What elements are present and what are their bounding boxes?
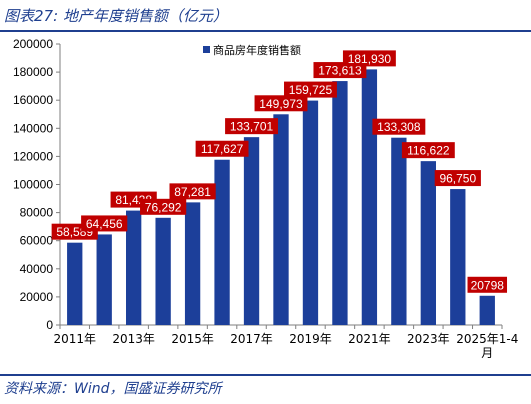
data-label-box [401,142,455,159]
data-label-box [342,50,396,67]
data-label-box [254,95,308,112]
bar-2023年 [420,161,436,325]
bar-2016年 [214,159,230,325]
data-label: 173,613 [318,64,362,78]
y-tick-label: 0 [46,318,53,332]
legend-label: 商品房年度销售额 [213,43,301,57]
bar-2012年 [96,234,112,325]
data-label: 149,973 [259,97,303,111]
y-tick-label: 40000 [20,262,54,276]
data-label-box [169,183,216,200]
bar-2017年 [243,137,260,325]
bar-2014年 [155,217,171,325]
x-tick-label: 2021年 [348,332,391,346]
source-note: 资料来源：Wind，国盛证券研究所 [4,381,222,397]
y-tick-label: 20000 [20,290,54,304]
bar-2011年 [67,242,83,325]
data-label: 117,627 [201,142,244,156]
y-tick-label: 200000 [13,37,53,51]
y-tick-label: 100000 [13,178,53,192]
data-label: 20798 [471,278,505,292]
y-tick-label: 160000 [13,93,53,107]
bar-2021年 [361,69,378,325]
bar-2015年 [184,202,201,325]
y-tick-label: 80000 [20,206,54,220]
x-tick-label: 2025年1-4 [456,332,518,346]
y-tick-label: 180000 [13,65,53,79]
y-tick-label: 140000 [13,121,53,135]
bar-2013年 [126,210,142,325]
bar-chart: 0 20000 40000 60000 80000 100000 120000 140000 1… [13,37,518,360]
y-tick-label: 60000 [20,234,54,248]
bar-2024年 [450,189,466,325]
data-label: 87,281 [174,185,211,199]
x-tick-label: 2013年 [112,332,155,346]
data-label: 64,456 [86,217,123,231]
x-tick-label: 2019年 [289,332,332,346]
data-label-box [434,170,481,187]
data-label: 133,701 [230,120,274,134]
x-tick-label: 2011年 [53,332,96,346]
source-divider [0,374,531,376]
x-tick-label: 月 [481,346,493,360]
data-label: 181,930 [348,52,392,66]
figure-title: 图表27: 地产年度销售额（亿元） [4,7,228,25]
data-label: 116,622 [407,144,450,158]
data-label: 76,292 [145,200,182,214]
data-label-box [195,140,249,157]
legend-swatch [203,46,210,53]
bar-2025年1-4月 [479,295,495,325]
data-label: 133,308 [377,120,421,134]
data-label-box [225,118,278,135]
x-tick-label: 2015年 [171,332,214,346]
title-divider [0,30,531,32]
bar-2018年 [273,114,289,325]
data-label-box [284,81,337,98]
data-label-box [467,276,508,293]
data-label-box [372,118,426,135]
data-label: 96,750 [439,172,476,186]
data-label: 159,725 [289,83,333,97]
bar-2019年 [302,100,319,326]
data-label-box [140,198,187,215]
chart-area: 0 20000 40000 60000 80000 100000 120000 140000 1… [0,34,531,372]
data-label-box [81,215,128,232]
bar-2020年 [332,81,348,325]
bar-2022年 [391,137,407,325]
y-tick-label: 120000 [13,149,53,163]
x-tick-label: 2017年 [230,332,273,346]
x-tick-label: 2023年 [407,332,450,346]
